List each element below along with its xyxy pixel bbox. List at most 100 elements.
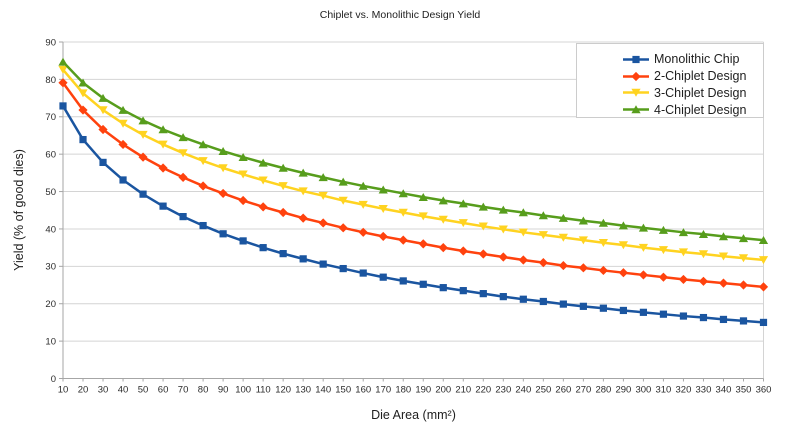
triangle-down-marker (378, 204, 388, 213)
diamond-marker (658, 272, 669, 282)
triangle-down-marker (478, 222, 488, 231)
triangle-down-marker (578, 236, 588, 245)
triangle-up-marker (418, 192, 428, 201)
triangle-up-marker (178, 133, 188, 142)
diamond-marker (718, 278, 729, 288)
x-tick-label: 80 (198, 385, 209, 396)
diamond-marker (138, 152, 148, 162)
triangle-down-marker (538, 231, 548, 240)
triangle-down-marker (758, 256, 769, 265)
x-tick-label: 90 (218, 385, 229, 396)
y-tick-label: 60 (45, 150, 56, 161)
diamond-marker (758, 282, 769, 292)
diamond-marker (358, 227, 368, 237)
x-tick-label: 40 (118, 385, 129, 396)
x-tick-label: 60 (158, 385, 169, 396)
x-tick-label: 120 (275, 385, 291, 396)
x-tick-label: 210 (455, 385, 471, 396)
x-tick-label: 30 (98, 385, 109, 396)
diamond-marker (498, 252, 508, 262)
triangle-up-marker (198, 140, 208, 149)
triangle-up-marker (98, 93, 108, 102)
y-tick-label: 70 (45, 112, 56, 123)
triangle-up-marker (478, 202, 488, 211)
triangle-down-marker (458, 219, 468, 228)
square-marker (639, 308, 648, 316)
diamond-marker (738, 280, 749, 290)
square-marker (239, 237, 247, 245)
square-marker (419, 280, 427, 288)
square-marker (139, 190, 147, 198)
series-line-triangle-down (61, 68, 765, 262)
triangle-up-marker (278, 163, 288, 172)
square-marker (739, 317, 748, 325)
x-tick-label: 320 (676, 385, 692, 396)
diamond-marker (298, 213, 308, 223)
square-marker (699, 313, 708, 322)
diamond-marker (98, 124, 108, 135)
triangle-up-marker (638, 223, 649, 232)
diamond-marker (258, 202, 268, 212)
diamond-marker (558, 260, 568, 271)
diamond-marker (118, 139, 128, 150)
x-tick-label: 270 (575, 385, 591, 396)
diamond-marker (518, 255, 528, 265)
diamond-marker (458, 246, 468, 256)
square-marker (279, 250, 287, 258)
diamond-marker (78, 105, 88, 115)
x-axis-title: Die Area (mm²) (371, 408, 456, 422)
x-tick-label: 100 (235, 385, 251, 396)
square-marker (79, 135, 87, 144)
square-marker (599, 304, 607, 312)
legend-item-label: 4-Chiplet Design (654, 102, 747, 117)
triangle-down-marker (218, 164, 228, 173)
diamond-marker (478, 249, 488, 259)
x-tick-label: 200 (435, 385, 451, 396)
legend-triangle-down-icon (623, 89, 649, 98)
triangle-up-marker (358, 181, 368, 190)
triangle-down-marker (718, 252, 729, 261)
x-tick-label: 280 (595, 385, 611, 396)
y-tick-label: 40 (45, 224, 56, 235)
triangle-down-marker (678, 248, 689, 257)
x-tick-label: 310 (655, 385, 671, 396)
square-marker (539, 297, 547, 306)
triangle-up-marker (618, 221, 628, 230)
triangle-down-marker (238, 170, 248, 179)
triangle-up-marker (378, 185, 388, 194)
triangle-up-marker (58, 57, 68, 66)
legend-triangle-up-icon (623, 105, 649, 114)
triangle-down-marker (558, 233, 568, 242)
diamond-marker (338, 223, 348, 233)
triangle-up-marker (458, 199, 468, 208)
y-tick-label: 50 (45, 187, 56, 198)
diamond-marker (238, 195, 248, 206)
triangle-up-marker (498, 205, 508, 214)
triangle-down-marker (698, 250, 709, 259)
x-tick-label: 350 (736, 385, 752, 396)
legend-item-label: Monolithic Chip (654, 52, 740, 67)
triangle-up-marker (558, 213, 568, 222)
triangle-up-marker (398, 189, 408, 198)
triangle-down-marker (178, 149, 188, 158)
x-tick-label: 250 (535, 385, 551, 396)
triangle-up-marker (658, 225, 669, 234)
square-marker (759, 318, 768, 327)
diamond-marker (598, 265, 608, 276)
triangle-up-marker (238, 152, 248, 161)
square-marker (619, 306, 627, 315)
y-tick-label: 80 (45, 75, 56, 86)
diamond-marker (698, 276, 709, 286)
triangle-up-marker (578, 216, 588, 225)
triangle-down-marker (618, 241, 628, 250)
diamond-marker (678, 274, 689, 285)
triangle-down-marker (418, 212, 428, 221)
triangle-down-marker (498, 225, 508, 234)
triangle-up-marker (758, 235, 769, 244)
y-tick-label: 90 (45, 37, 56, 48)
x-tick-label: 110 (256, 385, 271, 396)
triangle-down-marker (598, 238, 608, 247)
x-tick-label: 10 (58, 385, 69, 396)
square-marker (159, 202, 167, 210)
square-marker (499, 293, 507, 301)
